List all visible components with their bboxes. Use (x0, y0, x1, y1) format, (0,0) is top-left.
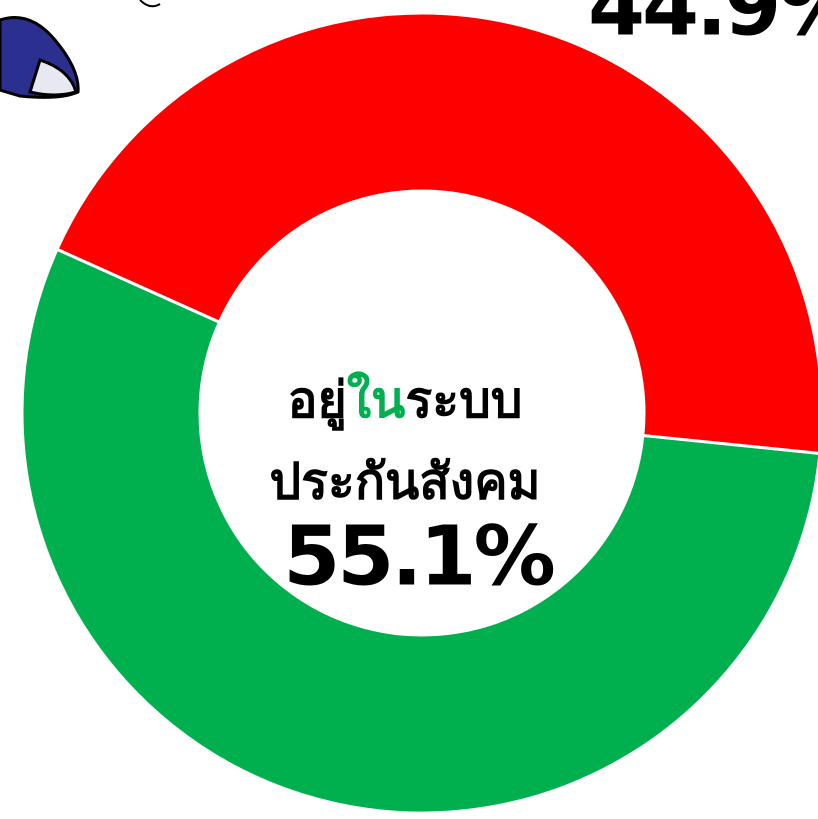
center-label-part: อยู่ (287, 371, 346, 431)
center-label-part: ระบบ (405, 371, 522, 429)
mascot-decoration (0, 0, 161, 99)
center-label-part: ใน (347, 371, 406, 429)
value-label: 44.9% (588, 0, 818, 54)
donut-segment (55, 11, 818, 455)
center-label-line2: ประกันสังคม (269, 453, 540, 511)
center-label: อยู่ในระบบ (287, 371, 522, 431)
donut-segment (20, 247, 818, 815)
value-label: 55.1% (283, 509, 553, 604)
